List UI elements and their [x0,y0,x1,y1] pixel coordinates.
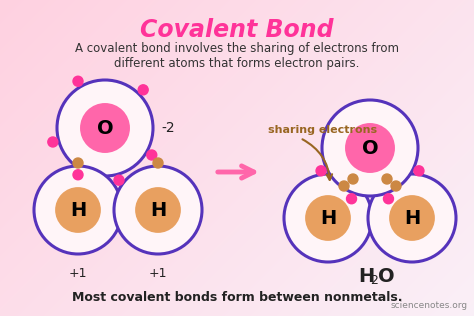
Circle shape [339,181,349,191]
Text: H: H [358,268,374,287]
Circle shape [382,174,392,184]
Text: H: H [70,200,86,220]
Circle shape [368,174,456,262]
Text: O: O [362,138,378,157]
Text: 2: 2 [370,275,378,288]
Text: Most covalent bonds form between nonmetals.: Most covalent bonds form between nonmeta… [72,291,402,304]
Text: A covalent bond involves the sharing of electrons from: A covalent bond involves the sharing of … [75,42,399,55]
Text: sciencenotes.org: sciencenotes.org [391,301,468,310]
Circle shape [55,187,101,233]
Circle shape [114,175,124,185]
Circle shape [73,170,83,180]
Text: H: H [404,209,420,228]
Text: +1: +1 [149,267,167,280]
Circle shape [34,166,122,254]
Text: O: O [97,118,113,137]
Circle shape [322,100,418,196]
Text: different atoms that forms electron pairs.: different atoms that forms electron pair… [114,57,360,70]
Circle shape [114,166,202,254]
Circle shape [73,158,83,168]
Text: H: H [150,200,166,220]
Circle shape [57,80,153,176]
Circle shape [153,158,163,168]
Circle shape [305,195,351,241]
Circle shape [391,181,401,191]
Circle shape [345,123,395,173]
Text: H: H [320,209,336,228]
Text: O: O [378,268,395,287]
Circle shape [80,103,130,153]
Text: -2: -2 [161,121,174,135]
Text: sharing electrons: sharing electrons [268,125,377,135]
Circle shape [73,76,83,86]
Circle shape [414,166,424,176]
Circle shape [389,195,435,241]
Text: Covalent Bond: Covalent Bond [140,18,334,42]
Circle shape [348,174,358,184]
Text: +1: +1 [69,267,87,280]
Circle shape [346,194,356,204]
Circle shape [135,187,181,233]
Circle shape [316,166,326,176]
Circle shape [147,150,157,160]
Circle shape [284,174,372,262]
Circle shape [48,137,58,147]
Circle shape [383,194,393,204]
Circle shape [138,85,148,95]
